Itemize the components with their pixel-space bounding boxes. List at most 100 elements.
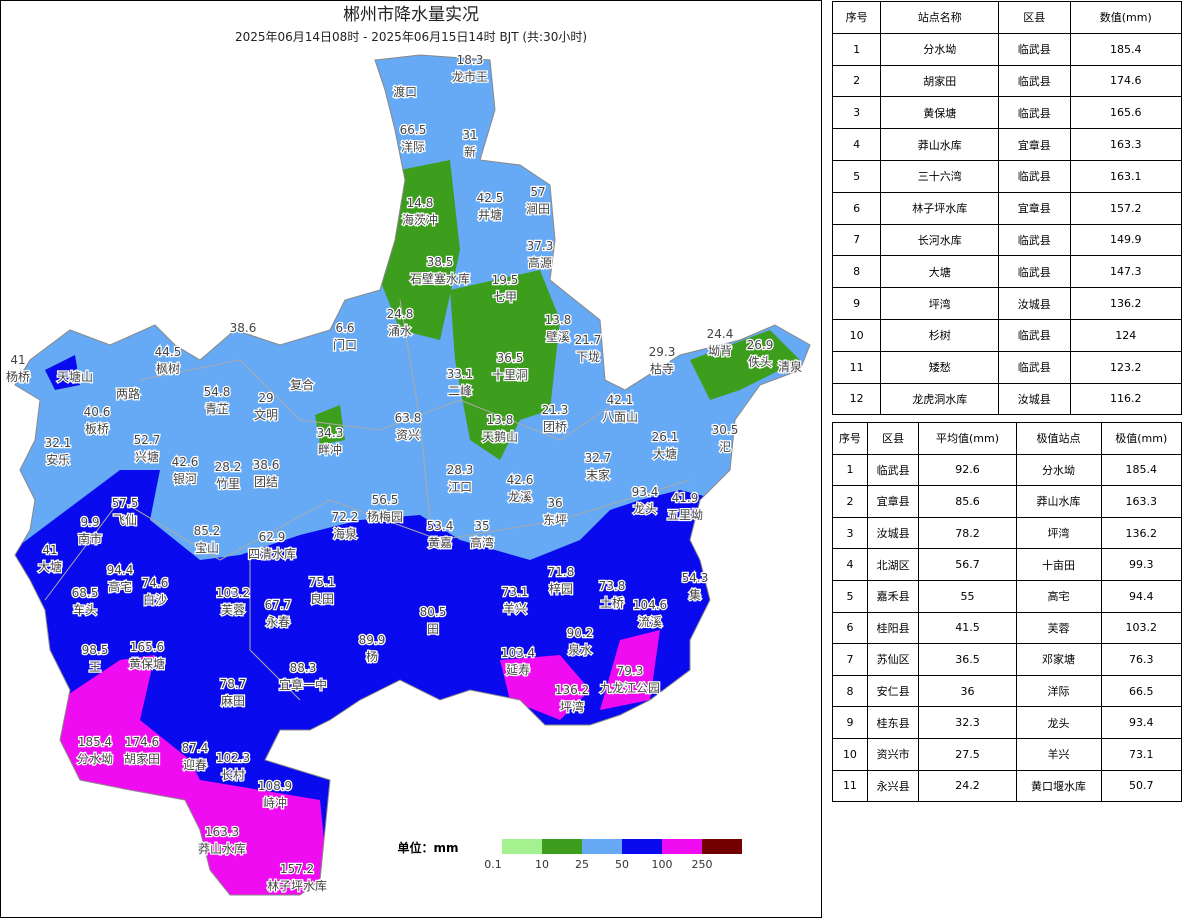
- table-cell: 36.5: [918, 643, 1017, 676]
- table-cell: 分水坳: [880, 32, 1000, 66]
- table-cell: 123.2: [1069, 350, 1183, 384]
- station-value: 41: [10, 353, 25, 367]
- station-name: 十里洞: [492, 368, 528, 382]
- station-value: 24.8: [387, 307, 414, 321]
- table-cell: 嘉禾县: [866, 579, 920, 613]
- table-cell: 矮愁: [880, 350, 1000, 384]
- table-cell: 12: [831, 382, 882, 416]
- station-name: 竹里: [216, 477, 240, 491]
- station-name: 团结: [254, 475, 278, 489]
- map: 渡口 18.3 龙市王 66.5 洋际 31 新 42.5 井塘 57 涧田 14.8 海茨冲 37.3 高…: [0, 0, 822, 918]
- table-cell: 103.2: [1100, 611, 1183, 645]
- table-cell: 124: [1069, 318, 1183, 352]
- station-name: 黄保塘: [129, 656, 165, 671]
- station-value: 102.3: [216, 751, 250, 765]
- table-cell: 黄保塘: [880, 96, 1000, 130]
- table-row: 8 安仁县 36 洋际 66.5: [832, 674, 1183, 708]
- station-name: 飞仙: [113, 513, 137, 527]
- station-value: 29.3: [649, 345, 676, 359]
- table-cell: 147.3: [1069, 255, 1183, 289]
- station-value: 53.4: [427, 519, 454, 533]
- table-cell: 185.4: [1100, 453, 1183, 487]
- station-value: 79.3: [617, 664, 644, 678]
- table-cell: 临武县: [866, 453, 920, 487]
- station-value: 174.6: [125, 735, 159, 749]
- station-name: 复合: [290, 377, 314, 392]
- table-cell: 龙虎洞水库: [880, 382, 1000, 416]
- station-name: 八面山: [602, 410, 638, 424]
- table-cell: 汝城县: [998, 287, 1071, 320]
- table-cell: 163.1: [1069, 159, 1183, 193]
- table-cell: 黄口堰水库: [1015, 769, 1102, 803]
- station-value: 32.7: [585, 451, 612, 465]
- station-value: 103.4: [501, 646, 535, 660]
- station-name: 延寿: [506, 663, 530, 677]
- rain-region: [690, 330, 800, 400]
- table-row: 11 矮愁 临武县 123.2: [831, 350, 1183, 384]
- station-name: 清泉: [778, 360, 802, 374]
- station-name: 龙市王: [452, 69, 488, 84]
- table-cell: 6: [832, 611, 868, 645]
- table-row: 1 临武县 92.6 分水坳 185.4: [832, 453, 1183, 487]
- station-name: 七甲: [493, 290, 517, 304]
- rain-region: [315, 405, 345, 445]
- table-cell: 3: [832, 516, 868, 550]
- station-table: 序号 站点名称 区县 数值(mm) 1 分水坳 临武县 185.4 2 胡家田 临武县 174.6 3 黄…: [831, 1, 1183, 416]
- station-name: 海泉: [333, 526, 357, 541]
- station-value: 87.4: [182, 741, 209, 755]
- table-row: 3 黄保塘 临武县 165.6: [831, 96, 1183, 130]
- table-cell: 临武县: [998, 255, 1071, 289]
- station-name: 安乐: [46, 452, 70, 467]
- station-name: 杨梅园: [367, 509, 403, 524]
- station-name: 流溪: [638, 615, 662, 629]
- station-name: 畔冲: [318, 442, 342, 457]
- table-cell: 林子坪水库: [880, 191, 1000, 225]
- table-cell: 2: [831, 64, 882, 98]
- station-name: 土桥: [600, 596, 624, 610]
- station-value: 63.8: [395, 411, 422, 425]
- table-cell: 85.6: [918, 485, 1017, 518]
- table-row: 5 三十六湾 临武县 163.1: [831, 159, 1183, 193]
- table-row: 2 胡家田 临武县 174.6: [831, 64, 1183, 98]
- table-cell: 7: [832, 643, 868, 676]
- station-name: 黄嘉: [428, 536, 452, 550]
- station-name: 坳背: [708, 344, 732, 358]
- station-value: 157.2: [280, 862, 314, 876]
- table-cell: 临武县: [998, 350, 1071, 384]
- station-name: 高源: [528, 255, 552, 270]
- table-row: 10 资兴市 27.5 羊兴 73.1: [832, 737, 1183, 771]
- table-cell: 汝城县: [866, 516, 920, 550]
- station-name: 峙冲: [263, 795, 287, 810]
- table-cell: 站点名称: [880, 1, 1000, 34]
- station-name: 宜章一中: [279, 677, 327, 692]
- table-cell: 11: [831, 350, 882, 384]
- table-cell: 8: [832, 674, 868, 708]
- district-boundary: [399, 299, 431, 521]
- table-cell: 174.6: [1069, 64, 1183, 98]
- table-row: 10 杉树 临武县 124: [831, 318, 1183, 352]
- table-cell: 185.4: [1069, 32, 1183, 66]
- table-cell: 4: [831, 128, 882, 161]
- station-value: 13.8: [545, 313, 572, 327]
- station-name: 分水坳: [77, 752, 113, 766]
- table-cell: 41.5: [918, 611, 1017, 645]
- station-value: 24.4: [707, 327, 734, 341]
- legend-swatch: [662, 839, 702, 854]
- table-row: 2 宜章县 85.6 莽山水库 163.3: [832, 485, 1183, 518]
- table-cell: 1: [831, 32, 882, 66]
- station-value: 52.7: [134, 433, 161, 447]
- station-name: 四清水库: [248, 546, 296, 561]
- table-cell: 临武县: [998, 318, 1071, 352]
- station-name: 石壁塞水库: [410, 271, 470, 286]
- station-name: 银河: [173, 472, 197, 486]
- station-value: 136.2: [555, 683, 589, 697]
- station-name: 南市: [78, 531, 102, 546]
- station-value: 34.3: [317, 426, 344, 440]
- station-value: 26.9: [747, 338, 774, 352]
- station-name: 龙溪: [508, 490, 532, 504]
- legend-swatch: [502, 839, 542, 854]
- table-cell: 73.1: [1100, 737, 1183, 771]
- station-name: 芙蓉: [221, 603, 245, 617]
- rain-region: [45, 355, 80, 390]
- station-value: 41: [42, 543, 57, 557]
